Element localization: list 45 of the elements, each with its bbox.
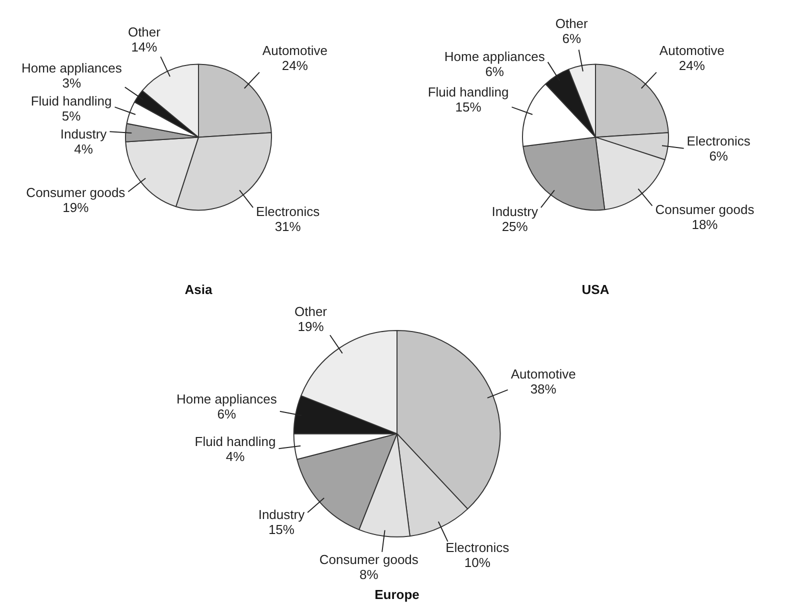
slice-label: Consumer goods — [319, 552, 419, 567]
slice-label: Fluid handling — [428, 84, 509, 100]
slice-label: Fluid handling — [30, 94, 112, 109]
data-label: 19% — [298, 319, 324, 334]
slice-label: Other — [128, 24, 162, 40]
data-label: 5% — [62, 108, 82, 124]
data-label: 8% — [360, 566, 379, 582]
data-label: 10% — [464, 555, 491, 570]
slice-label: Automotive — [510, 366, 576, 382]
data-label: 15% — [455, 99, 482, 114]
slice-label: Other — [294, 304, 328, 320]
data-label: 14% — [131, 39, 158, 54]
data-label: 6% — [709, 148, 728, 164]
slice-label: Fluid handling — [194, 434, 276, 449]
slice-label: Other — [555, 16, 589, 32]
slice-label: Home appliances — [176, 391, 278, 406]
slice-label: Electronics — [446, 540, 510, 556]
data-label: 4% — [74, 142, 94, 157]
text: Asia — [184, 282, 213, 297]
data-label: 24% — [282, 58, 308, 74]
slice-label: Industry — [258, 506, 306, 522]
slice-label: Electronics — [686, 134, 751, 149]
slice-label: Consumer goods — [26, 185, 126, 200]
data-label: 24% — [678, 58, 706, 74]
data-label: 4% — [226, 448, 246, 464]
data-label: 6% — [217, 406, 237, 422]
data-label: 25% — [502, 219, 528, 234]
slice-label: Electronics — [256, 204, 320, 220]
slice-label: Automotive — [659, 43, 724, 58]
text: Europe — [374, 586, 420, 602]
data-label: 31% — [274, 219, 302, 234]
slice-label: Automotive — [262, 43, 328, 58]
slice-label: Industry — [60, 126, 108, 142]
text: USA — [582, 282, 610, 297]
data-label: 38% — [530, 382, 557, 397]
slice-label: Home appliances — [444, 49, 546, 64]
data-label: 6% — [485, 64, 504, 80]
slice-label: Home appliances — [21, 60, 122, 76]
data-label: 15% — [268, 522, 295, 537]
slice-label: Consumer goods — [655, 202, 755, 217]
data-label: 6% — [562, 31, 582, 46]
slice-label: Industry — [492, 204, 538, 220]
data-label: 18% — [692, 216, 718, 232]
data-label: 3% — [62, 76, 82, 91]
data-label: 19% — [62, 200, 90, 216]
